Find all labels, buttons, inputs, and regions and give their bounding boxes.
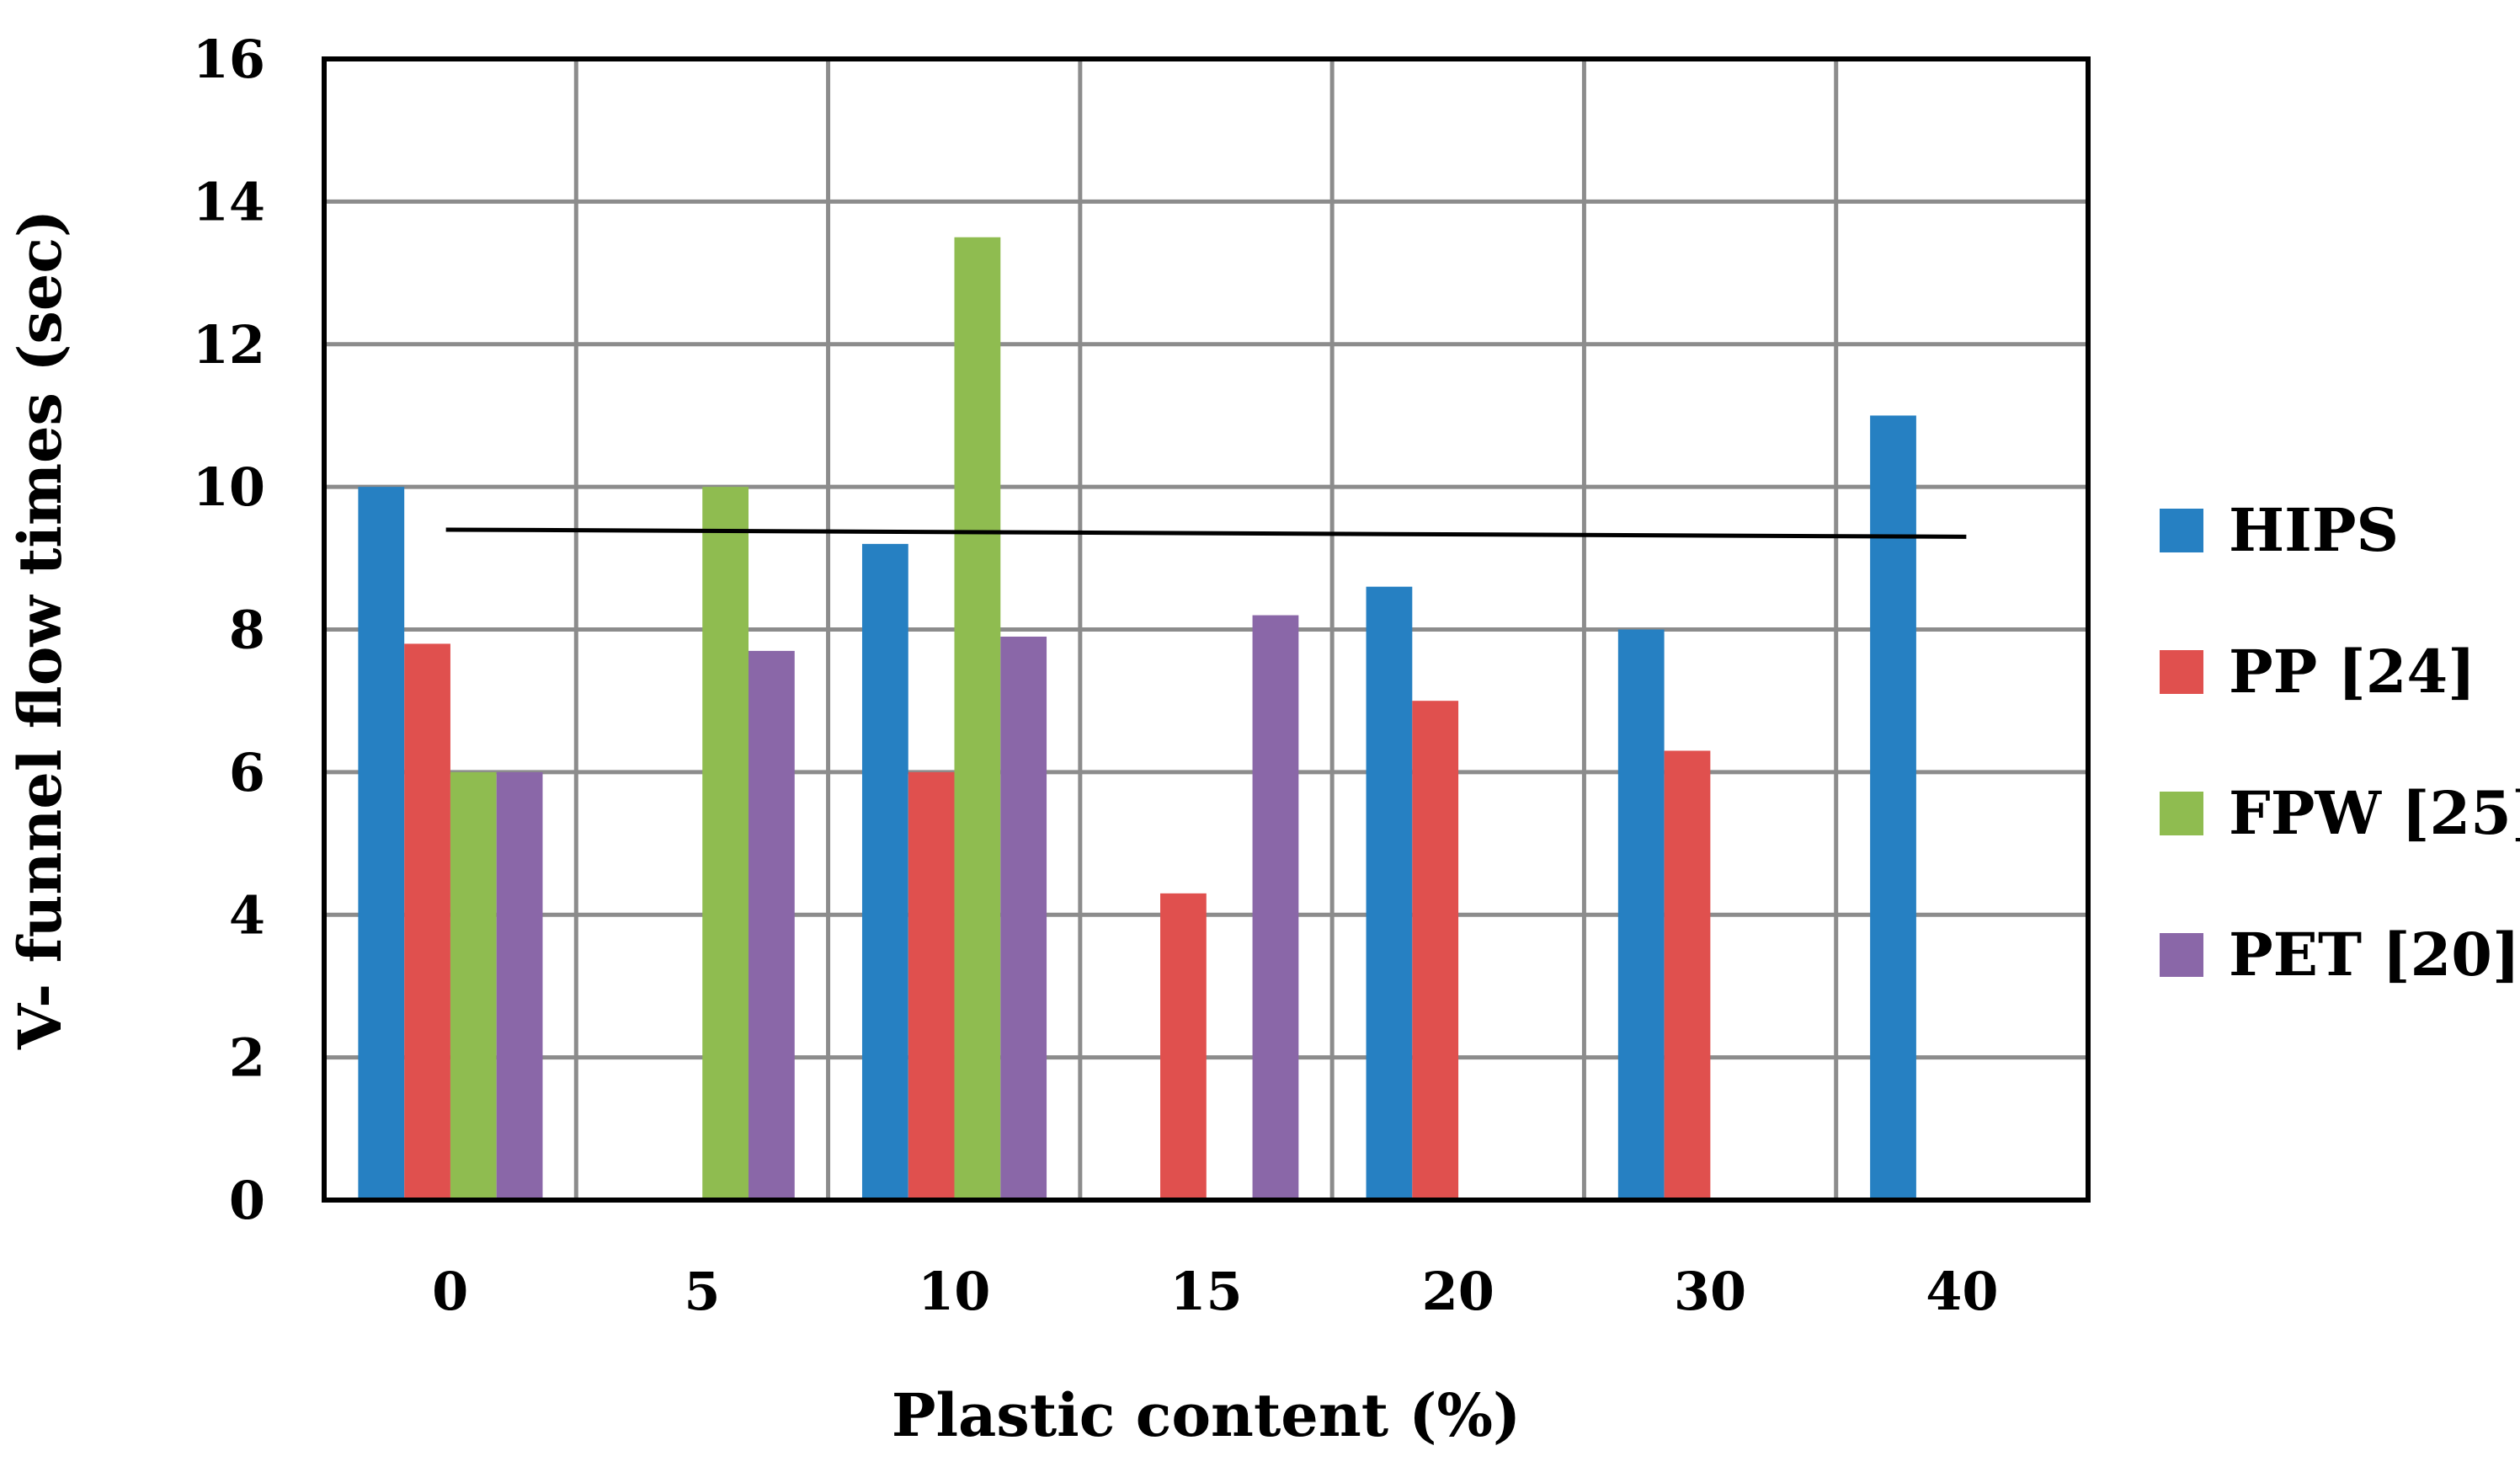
reference-line: [445, 527, 1967, 539]
bar: [1000, 636, 1047, 1200]
bar: [748, 650, 795, 1200]
y-tick-label: 16: [193, 29, 265, 90]
x-tick-label: 15: [1169, 1261, 1242, 1322]
bar: [861, 543, 908, 1200]
legend-label: HIPS: [2229, 495, 2399, 565]
x-tick-labels: 0 5 10 15 20 30 40: [432, 1261, 1998, 1322]
legend-swatch: [2160, 509, 2203, 552]
reference-line-group: [445, 527, 1967, 539]
legend-label: PET [20]: [2229, 920, 2520, 990]
grid: [324, 56, 2088, 1203]
legend-swatch: [2160, 933, 2203, 977]
x-tick-label: 0: [432, 1261, 468, 1322]
y-tick-label: 6: [229, 742, 265, 803]
y-tick-label: 2: [229, 1027, 265, 1089]
bar: [358, 487, 405, 1200]
x-tick-label: 40: [1926, 1261, 1998, 1322]
x-tick-label: 10: [918, 1261, 990, 1322]
bar: [1870, 415, 1916, 1200]
bar: [954, 237, 1001, 1200]
bar: [1366, 586, 1413, 1200]
y-tick-label: 4: [229, 884, 265, 946]
y-tick-label: 10: [193, 456, 265, 518]
y-tick-label: 8: [229, 600, 265, 661]
x-tick-label: 5: [684, 1261, 720, 1322]
legend: HIPS PP [24] FPW [25] PET [20]: [2160, 495, 2520, 990]
y-tick-label: 12: [193, 314, 265, 376]
legend-swatch: [2160, 650, 2203, 694]
bars: [358, 237, 1916, 1200]
legend-swatch: [2160, 792, 2203, 835]
bar: [496, 771, 543, 1200]
bar: [702, 487, 749, 1200]
bar: [404, 643, 450, 1200]
bar: [908, 771, 955, 1200]
bar: [450, 771, 497, 1200]
bar: [1160, 893, 1207, 1200]
plot-frame: [322, 56, 2091, 1203]
bar: [1664, 750, 1711, 1200]
x-tick-label: 30: [1674, 1261, 1746, 1322]
x-tick-label: 20: [1422, 1261, 1494, 1322]
y-tick-label: 14: [193, 171, 265, 232]
bar: [1412, 701, 1459, 1200]
legend-label: PP [24]: [2229, 637, 2475, 707]
y-tick-label: 0: [229, 1170, 265, 1231]
legend-label: FPW [25]: [2229, 778, 2520, 848]
bar: [1252, 615, 1299, 1200]
y-axis-title: V- funnel flow times (sec): [5, 210, 75, 1050]
x-axis-title: Plastic content (%): [892, 1380, 1521, 1450]
bar: [1617, 629, 1665, 1200]
y-tick-labels: 0 2 4 6 8 10 12 14 16: [193, 29, 265, 1231]
